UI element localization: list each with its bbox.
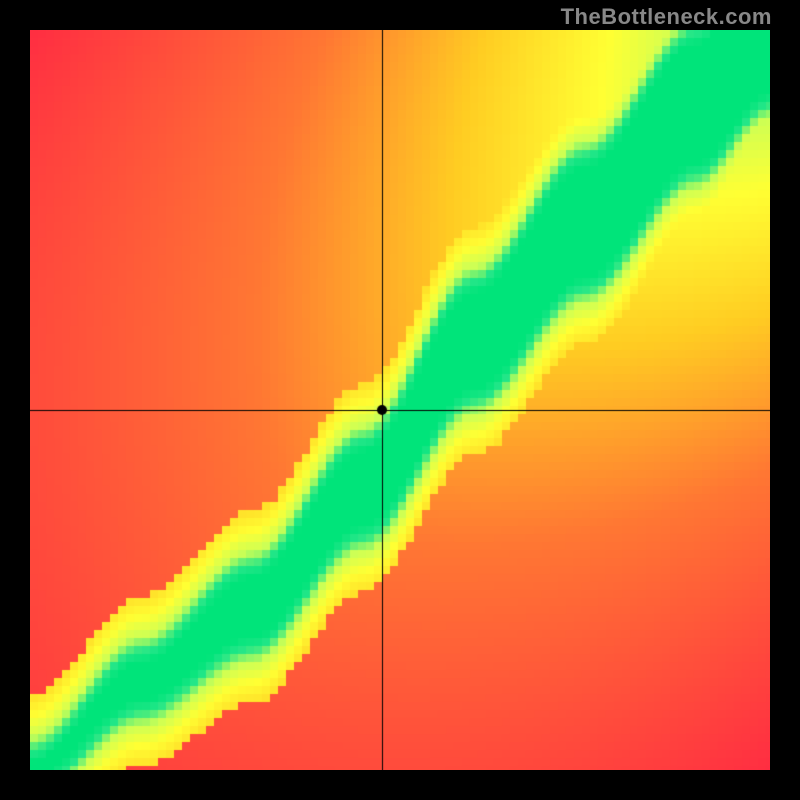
watermark-text: TheBottleneck.com [561, 4, 772, 30]
bottleneck-heatmap [30, 30, 770, 770]
chart-container: TheBottleneck.com [0, 0, 800, 800]
